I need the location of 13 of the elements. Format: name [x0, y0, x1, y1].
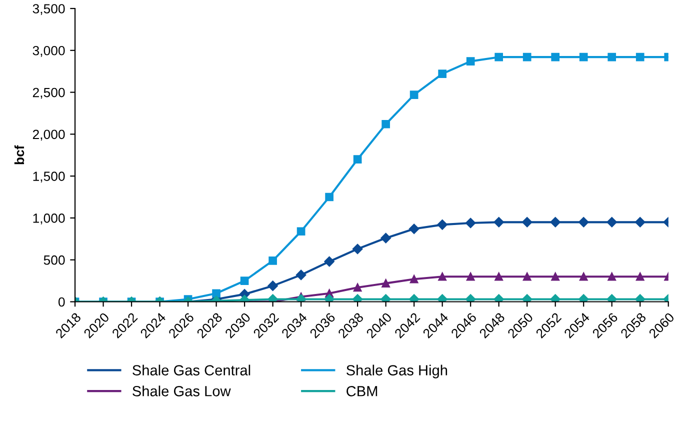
legend-label: Shale Gas Central — [132, 364, 250, 376]
y-tick-label: 1,500 — [33, 172, 65, 183]
y-tick-label: 500 — [44, 255, 65, 265]
y-tick-label: 0 — [58, 297, 65, 307]
legend-label: CBM — [346, 386, 378, 396]
y-tick-label: 3,500 — [32, 4, 65, 15]
y-tick-label: 2,500 — [32, 88, 65, 99]
legend-label: Shale Gas High — [346, 364, 448, 378]
y-axis-title: bcf — [14, 145, 24, 164]
y-tick-label: 1,000 — [33, 214, 65, 224]
y-tick-label: 2,000 — [32, 130, 65, 141]
y-tick-label: 3,000 — [32, 46, 65, 57]
legend-label: Shale Gas Low — [132, 386, 231, 396]
